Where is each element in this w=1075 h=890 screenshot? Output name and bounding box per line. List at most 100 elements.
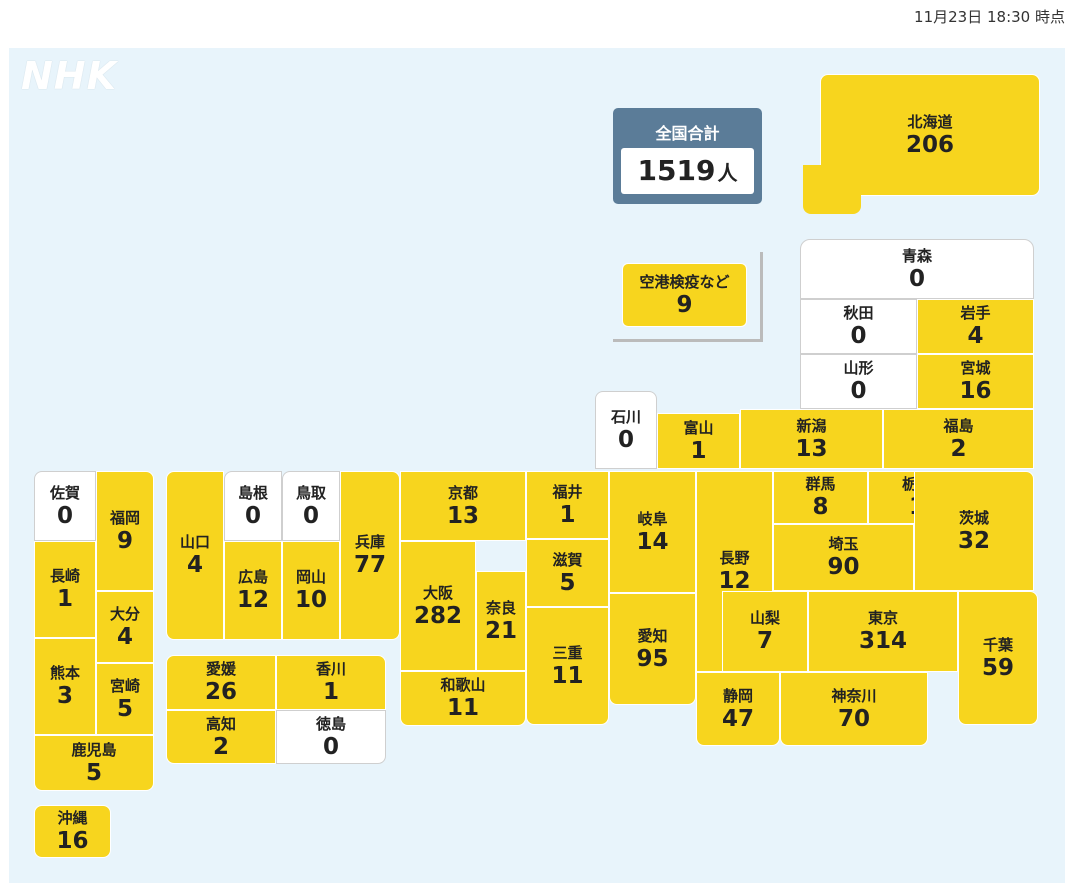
prefecture-count: 26 <box>204 679 237 705</box>
prefecture-tile[interactable]: 茨城 32 <box>914 471 1034 591</box>
prefecture-name: 秋田 <box>843 304 874 322</box>
prefecture-tile[interactable]: 滋賀 5 <box>526 539 609 607</box>
prefecture-tile[interactable]: 静岡 47 <box>696 672 780 746</box>
prefecture-tile[interactable]: 北海道 206 <box>820 74 1040 196</box>
prefecture-tile[interactable]: 秋田 0 <box>800 299 917 354</box>
prefecture-tile[interactable]: 埼玉 90 <box>773 524 914 591</box>
prefecture-tile[interactable]: 三重 11 <box>526 607 609 725</box>
prefecture-name: 愛媛 <box>205 660 236 678</box>
prefecture-tile[interactable]: 奈良 21 <box>476 571 526 671</box>
prefecture-name: 山口 <box>179 533 210 551</box>
prefecture-tile[interactable]: 長崎 1 <box>34 541 96 638</box>
prefecture-count: 5 <box>559 569 576 596</box>
prefecture-tile[interactable]: 山梨 7 <box>722 591 808 672</box>
prefecture-tile[interactable]: 和歌山 11 <box>400 671 526 726</box>
prefecture-name: 北海道 <box>907 112 953 131</box>
prefecture-name: 福島 <box>943 416 974 435</box>
prefecture-name: 新潟 <box>796 416 827 435</box>
prefecture-count: 5 <box>116 695 133 722</box>
prefecture-tile[interactable]: 岩手 4 <box>917 299 1034 354</box>
prefecture-tile[interactable]: 福島 2 <box>883 409 1034 469</box>
prefecture-count: 7 <box>756 628 773 654</box>
prefecture-count: 1 <box>56 586 73 612</box>
prefecture-tile[interactable]: 東京 314 <box>808 591 958 672</box>
prefecture-tile[interactable]: 福井 1 <box>526 471 609 539</box>
prefecture-tile[interactable]: 群馬 8 <box>773 471 868 524</box>
prefecture-tile[interactable]: 広島 12 <box>224 541 282 640</box>
prefecture-tile[interactable]: 山形 0 <box>800 354 917 409</box>
prefecture-name: 岡山 <box>295 568 326 586</box>
prefecture-tile[interactable]: 鳥取 0 <box>282 471 340 541</box>
prefecture-count: 12 <box>718 568 751 594</box>
prefecture-name: 奈良 <box>485 598 516 617</box>
prefecture-tile[interactable]: 兵庫 77 <box>340 471 400 640</box>
prefecture-name: 長野 <box>719 549 750 567</box>
prefecture-name: 宮崎 <box>109 676 140 695</box>
prefecture-name: 広島 <box>237 568 268 586</box>
prefecture-tile[interactable]: 熊本 3 <box>34 638 96 735</box>
prefecture-count: 9 <box>676 291 693 318</box>
national-total-value-box: 1519 人 <box>621 148 754 194</box>
prefecture-name: 愛知 <box>637 626 668 645</box>
prefecture-name: 山梨 <box>749 609 780 627</box>
prefecture-name: 熊本 <box>49 664 80 682</box>
prefecture-name: 鳥取 <box>295 483 326 502</box>
prefecture-count: 0 <box>56 502 73 529</box>
prefecture-tile[interactable]: 島根 0 <box>224 471 282 541</box>
prefecture-tile[interactable]: 富山 1 <box>657 413 740 469</box>
prefecture-count: 0 <box>908 265 925 292</box>
prefecture-tile[interactable]: 石川 0 <box>595 391 657 469</box>
prefecture-name: 佐賀 <box>49 483 80 502</box>
prefecture-tile[interactable]: 京都 13 <box>400 471 526 541</box>
prefecture-tile[interactable]: 香川 1 <box>276 655 386 710</box>
prefecture-tile[interactable]: 岡山 10 <box>282 541 340 640</box>
national-total-unit: 人 <box>717 161 738 185</box>
prefecture-tile[interactable]: 沖縄 16 <box>34 805 111 858</box>
prefecture-name: 茨城 <box>958 508 989 527</box>
prefecture-count: 21 <box>484 617 517 644</box>
prefecture-name: 富山 <box>683 418 714 437</box>
prefecture-name: 青森 <box>901 246 932 265</box>
prefecture-tile[interactable]: 佐賀 0 <box>34 471 96 541</box>
prefecture-tile[interactable]: 徳島 0 <box>276 710 386 764</box>
prefecture-name: 東京 <box>867 609 898 627</box>
prefecture-tile[interactable]: 千葉 59 <box>958 591 1038 725</box>
prefecture-name: 沖縄 <box>57 809 88 827</box>
prefecture-count: 5 <box>85 759 102 786</box>
prefecture-count: 70 <box>837 705 870 732</box>
prefecture-count: 16 <box>959 378 992 404</box>
prefecture-name: 兵庫 <box>354 533 385 551</box>
prefecture-tile[interactable]: 新潟 13 <box>740 409 883 469</box>
prefecture-name: 宮城 <box>960 359 991 377</box>
prefecture-tile[interactable]: 神奈川 70 <box>780 672 928 746</box>
prefecture-name: 静岡 <box>722 686 753 705</box>
prefecture-tile[interactable]: 大阪 282 <box>400 541 476 671</box>
nhk-logo: NHK <box>21 54 118 98</box>
prefecture-count: 10 <box>294 587 327 613</box>
prefecture-count: 206 <box>905 131 954 158</box>
prefecture-count: 1 <box>690 437 707 464</box>
prefecture-tile[interactable]: 宮崎 5 <box>96 663 154 735</box>
prefecture-tile[interactable]: 山口 4 <box>166 471 224 640</box>
prefecture-tile[interactable]: 高知 2 <box>166 710 276 764</box>
prefecture-count: 95 <box>636 645 669 672</box>
prefecture-tile[interactable]: 宮城 16 <box>917 354 1034 409</box>
prefecture-name: 三重 <box>552 643 583 662</box>
prefecture-count: 1 <box>559 501 576 528</box>
prefecture-tile[interactable]: 愛知 95 <box>609 593 696 705</box>
prefecture-count: 4 <box>186 552 203 578</box>
prefecture-count: 2 <box>950 435 967 462</box>
prefecture-tile[interactable]: 空港検疫など 9 <box>622 263 747 327</box>
prefecture-tile[interactable]: 福岡 9 <box>96 471 154 591</box>
prefecture-tile[interactable]: 愛媛 26 <box>166 655 276 710</box>
prefecture-count: 32 <box>957 527 990 554</box>
prefecture-count: 0 <box>322 733 339 760</box>
national-total-box: 全国合計 1519 人 <box>613 108 762 204</box>
prefecture-tile[interactable]: 大分 4 <box>96 591 154 663</box>
prefecture-count: 8 <box>812 494 829 520</box>
prefecture-tile[interactable]: 岐阜 14 <box>609 471 696 593</box>
prefecture-name: 空港検疫など <box>639 272 730 291</box>
prefecture-tile[interactable]: 青森 0 <box>800 239 1034 299</box>
prefecture-count: 59 <box>981 654 1014 681</box>
prefecture-tile[interactable]: 鹿児島 5 <box>34 735 154 791</box>
